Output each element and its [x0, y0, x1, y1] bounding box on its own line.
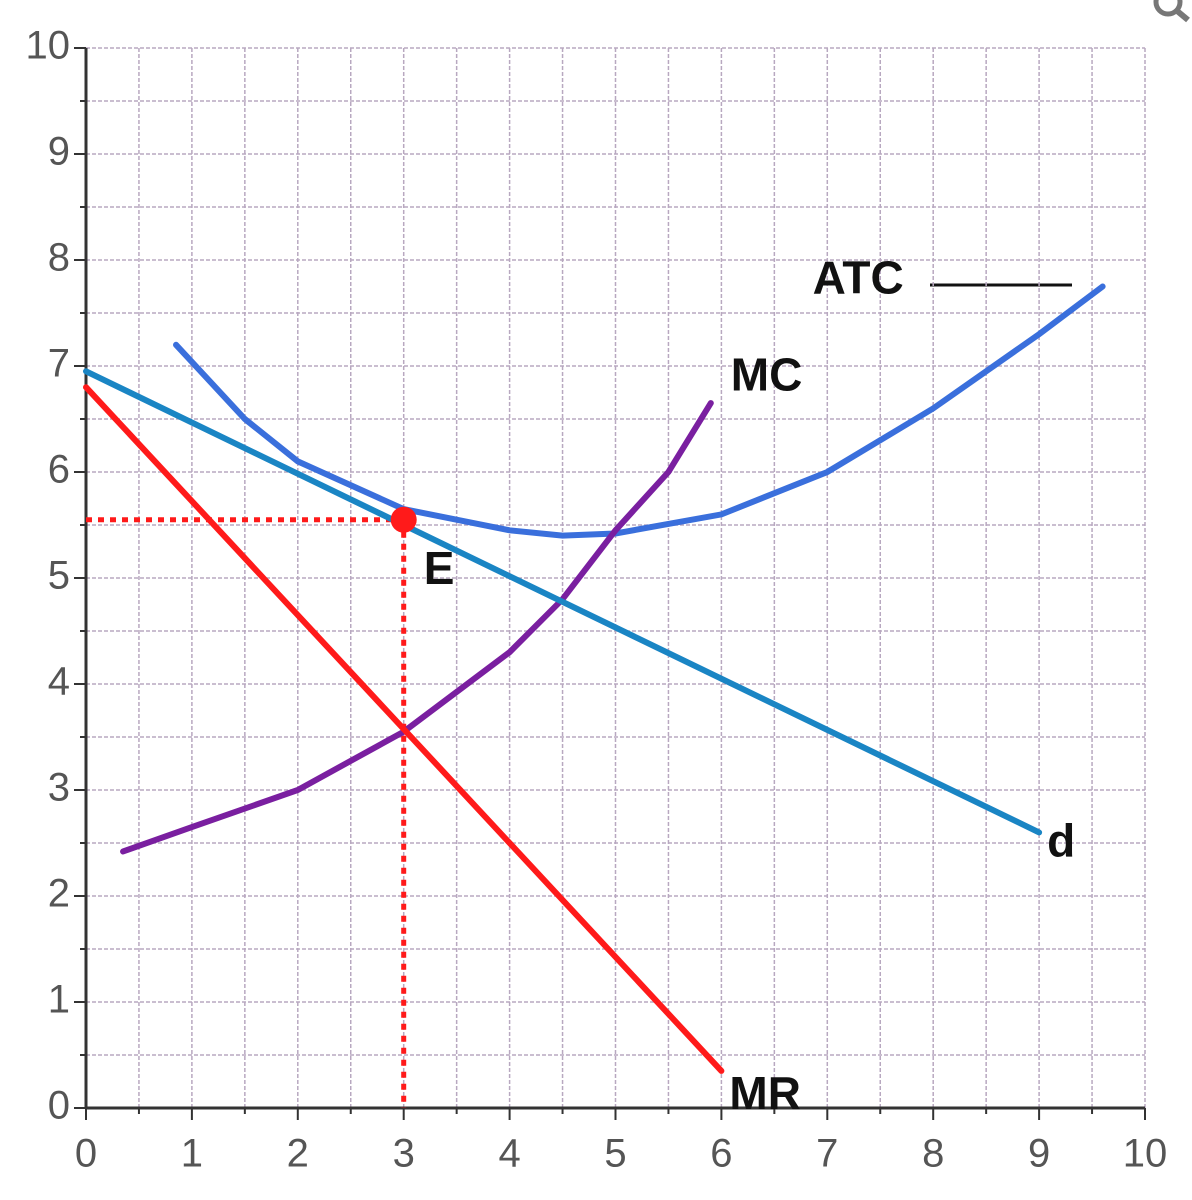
x-tick-label: 9 [1028, 1132, 1050, 1176]
y-tick-label: 9 [48, 130, 70, 174]
point-label: E [424, 542, 455, 594]
series-line [83, 384, 725, 1074]
x-tick-label: 5 [604, 1132, 626, 1176]
point [390, 506, 417, 533]
y-tick-label: 1 [48, 978, 70, 1022]
series-label: d [1047, 815, 1075, 867]
series-label: ATC [813, 252, 904, 304]
x-tick-label: 7 [816, 1132, 838, 1176]
magnifier-handle[interactable] [1174, 7, 1190, 23]
series-line [83, 368, 1043, 836]
series-line [120, 400, 714, 855]
y-tick-label: 4 [48, 660, 70, 704]
x-tick-label: 8 [922, 1132, 944, 1176]
y-tick-label: 8 [48, 236, 70, 280]
x-tick-label: 1 [181, 1132, 203, 1176]
series-label: MR [729, 1067, 801, 1119]
magnifier-icon[interactable] [1153, 0, 1190, 23]
magnifier-lens[interactable] [1153, 0, 1183, 17]
x-tick-label: 10 [1123, 1132, 1168, 1176]
y-tick-label: 6 [48, 448, 70, 492]
y-tick-label: 5 [48, 554, 70, 598]
x-tick-label: 0 [75, 1132, 97, 1176]
y-tick-label: 7 [48, 342, 70, 386]
y-tick-label: 10 [26, 24, 71, 68]
x-tick-label: 3 [393, 1132, 415, 1176]
y-tick-label: 3 [48, 766, 70, 810]
x-tick-label: 4 [498, 1132, 520, 1176]
x-tick-label: 2 [287, 1132, 309, 1176]
series-line [173, 283, 1106, 539]
y-tick-label: 2 [48, 872, 70, 916]
y-tick-label: 0 [48, 1084, 70, 1128]
x-tick-label: 6 [710, 1132, 732, 1176]
series-label: MC [731, 348, 803, 400]
